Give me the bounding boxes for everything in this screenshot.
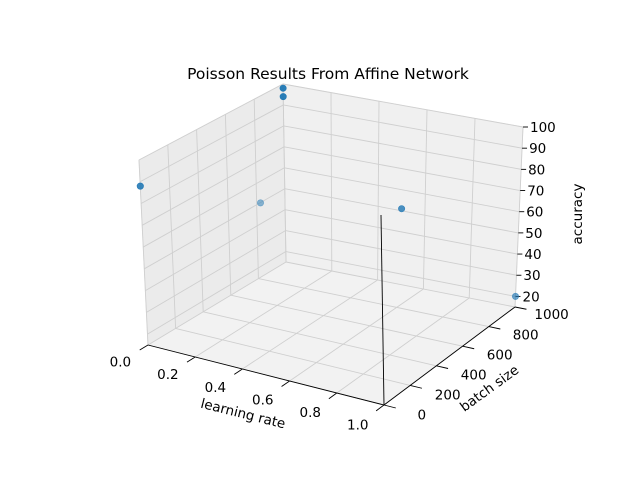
x-grid-line-floor	[242, 279, 378, 370]
y-tick-mark	[410, 384, 423, 389]
x-grid-line-floor	[289, 288, 424, 382]
z-grid-line-back	[285, 209, 518, 255]
y-tick-label: 800	[513, 327, 539, 343]
x-tick-label: 1.0	[347, 418, 368, 434]
y-axis-line	[383, 306, 516, 406]
x-tick-label: 0.6	[252, 392, 273, 408]
z-grid-line-back	[284, 167, 520, 213]
z-grid-line-left	[143, 167, 285, 248]
z-grid-line-back	[285, 251, 516, 297]
z-grid-line-left	[140, 125, 284, 204]
axis-panes	[138, 83, 524, 406]
x-tick-mark	[375, 404, 385, 412]
z-grid-line-left	[147, 251, 287, 335]
x-grid-line-back	[514, 126, 524, 308]
z-grid-line-back	[283, 104, 523, 149]
z-grid-line-left	[141, 146, 285, 226]
z-grid-line-left	[145, 209, 286, 291]
y-grid-line-floor	[285, 261, 516, 308]
data-point	[256, 199, 264, 207]
x-grid-line-back	[330, 92, 333, 272]
y-grid-line-floor	[258, 278, 489, 328]
x-tick-mark	[139, 344, 149, 351]
x-grid-line-back	[377, 101, 380, 281]
z-grid-line-back	[285, 230, 517, 276]
y-tick-mark	[383, 404, 396, 409]
y-grid-line-floor	[230, 294, 463, 347]
z-grid-line-back	[283, 125, 522, 170]
x-tick-label: 0.0	[110, 355, 131, 371]
y-grid-line-left	[196, 129, 204, 312]
y-grid-line-left	[253, 99, 259, 279]
data-points	[136, 84, 519, 300]
data-point	[279, 93, 287, 101]
z-tick-label: 100	[530, 120, 556, 136]
x-grid-line-back	[468, 118, 476, 299]
y-grid-line-left	[138, 159, 149, 346]
x-grid-line-floor	[336, 297, 470, 394]
x-tick-mark	[186, 356, 196, 363]
x-axis-line	[147, 344, 385, 406]
grid-lines	[138, 83, 524, 406]
x-tick-mark	[328, 392, 338, 400]
z-tick-label: 30	[523, 268, 540, 284]
y-tick-label: 600	[487, 347, 513, 363]
x-grid-line-floor	[194, 270, 333, 358]
z-tick-label: 60	[526, 205, 543, 221]
y-tick-mark	[488, 326, 501, 330]
y-grid-line-left	[167, 144, 177, 329]
z-axis-line	[380, 214, 385, 406]
x-tick-mark	[281, 380, 290, 387]
z-grid-line-back	[283, 146, 521, 191]
z-grid-line-left	[138, 83, 284, 161]
z-tick-label: 50	[525, 226, 542, 242]
z-grid-line-back	[282, 83, 524, 128]
x-tick-mark	[234, 368, 243, 375]
x-tick-label: 0.2	[157, 367, 178, 383]
y-tick-mark	[514, 306, 527, 310]
y-tick-mark	[462, 345, 475, 350]
y-tick-label: 0	[418, 408, 427, 424]
data-point	[511, 292, 519, 300]
y-tick-label: 1000	[534, 307, 568, 323]
data-point	[398, 205, 406, 213]
z-tick-label: 20	[523, 289, 540, 305]
y-grid-line-floor	[175, 327, 411, 386]
data-point	[136, 182, 144, 190]
y-grid-line-floor	[203, 311, 437, 367]
x-tick-label: 0.4	[205, 380, 226, 396]
axis-lines	[147, 214, 516, 406]
x-grid-line-back	[422, 109, 428, 290]
y-grid-line-left	[224, 114, 232, 296]
z-tick-label: 70	[527, 184, 544, 200]
x-tick-label: 0.8	[300, 405, 321, 421]
z-axis-label: accuracy	[570, 184, 586, 245]
x-grid-line-floor	[147, 261, 287, 346]
z-grid-line-left	[146, 230, 286, 313]
y-tick-label: 400	[461, 367, 487, 383]
chart-title: Poisson Results From Affine Network	[187, 65, 469, 83]
y-tick-label: 200	[435, 388, 461, 404]
y-grid-line-left	[282, 83, 287, 263]
y-tick-mark	[436, 365, 449, 369]
x-axis-label: learning rate	[199, 396, 287, 433]
z-tick-label: 80	[528, 162, 545, 178]
z-tick-label: 40	[524, 247, 541, 263]
z-tick-label: 90	[529, 141, 546, 157]
z-grid-line-left	[139, 104, 284, 183]
data-point	[279, 84, 287, 92]
